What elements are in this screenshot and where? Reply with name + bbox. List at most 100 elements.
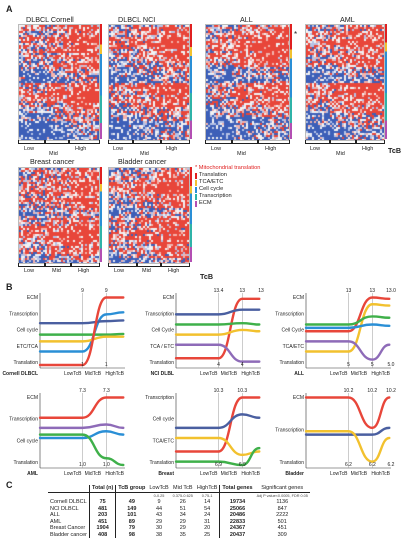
table-subheader <box>219 492 255 499</box>
series-line <box>174 413 261 430</box>
data-label: 6.2 <box>369 462 376 468</box>
table-cell: 49 <box>115 499 148 506</box>
group-bracket <box>44 140 70 144</box>
table-subheader: 0-0.25 <box>153 493 165 498</box>
legend-item: Cell cycle <box>195 186 260 193</box>
x-tick-label: HighTcB <box>371 471 390 475</box>
y-tick-label: Translation <box>279 460 304 466</box>
data-label: 13 <box>346 288 352 294</box>
data-label: 1 <box>105 362 108 368</box>
dataset-label: Cornell DLBCL <box>2 371 38 377</box>
legend-item: * Mitochondrial translation <box>195 165 260 172</box>
y-tick-label: ETC/TCA <box>17 344 39 350</box>
legend-label: Cell cycle <box>199 186 224 192</box>
heatmap-title: ALL <box>240 15 253 24</box>
heatmap-title: DLBCL NCI <box>118 15 156 24</box>
series-line <box>174 436 261 457</box>
data-label: 4 <box>217 362 220 368</box>
data-label: 13 <box>258 288 264 294</box>
tick-high: High <box>78 268 90 274</box>
table-cell: 29 <box>179 518 186 525</box>
table-cell: 309 <box>277 531 287 538</box>
group-bracket <box>257 140 290 144</box>
legend-swatch <box>195 179 197 186</box>
table-cell: 24367 <box>219 525 255 532</box>
x-tick-label: MidTcB <box>85 371 102 377</box>
table-cell: 25066 <box>219 505 255 512</box>
table-cell: 24 <box>204 512 211 518</box>
heatmap-title: AML <box>340 15 355 24</box>
table-cell: 31 <box>204 518 211 525</box>
table-cell: AML <box>50 518 62 525</box>
tick-low: Low <box>114 268 125 274</box>
tick-high: High <box>168 268 180 274</box>
dataset-label: ALL <box>294 371 304 377</box>
trend-chart: ECM Transcription Cell Cycle TCA/ETC Transla… <box>275 288 396 377</box>
y-tick-label: TCA/ETC <box>283 344 305 350</box>
trend-chart: ECM Transcription Cell Cycle TCA / ETC Trans… <box>145 288 264 377</box>
group-bracket <box>305 140 331 144</box>
y-tick-label: Cell Cycle <box>151 328 174 334</box>
category-sidebar <box>290 24 292 139</box>
x-tick-label: LowTcB <box>64 471 82 475</box>
group-bracket <box>136 263 162 267</box>
series-line <box>174 396 261 453</box>
legend-label: * Mitochondrial translation <box>195 165 261 171</box>
data-label: 6.2 <box>345 462 352 468</box>
y-tick-label: TCA/ETC <box>153 438 175 444</box>
table-cell: 98 <box>115 531 148 538</box>
data-label: 10.2 <box>386 388 396 394</box>
table-header: HighTcB <box>194 485 220 493</box>
data-label: 1 <box>81 362 84 368</box>
tcb-label: TcB <box>388 146 402 155</box>
table-cell: 79 <box>115 525 148 532</box>
table-cell: 20437 <box>219 531 255 538</box>
table-cell: 1904 <box>88 525 116 532</box>
trend-line-charts: ECM Transcription Cell cycle ETC/TCA Transla… <box>2 288 396 475</box>
group-bracket <box>160 140 190 144</box>
table-cell: 34 <box>179 512 186 518</box>
x-tick-label: LowTcB <box>200 371 218 377</box>
table-cell: Cornell DLBCL <box>50 499 87 505</box>
legend-label: Translation <box>199 172 227 178</box>
series-line <box>38 423 125 430</box>
data-label: 7.3 <box>103 388 110 394</box>
table-cell: 51 <box>179 505 186 512</box>
y-tick-label: ECM <box>293 395 304 401</box>
table-header: LowTcB <box>147 485 171 493</box>
tick-mid: Mid <box>237 151 246 157</box>
x-tick-label: MidTcB <box>221 371 238 377</box>
table-body: Cornell DLBCL 75 49 9 26 14 19734 1136 NCI DLBCL… <box>48 499 310 538</box>
group-bracket <box>18 140 46 144</box>
table-cell: 501 <box>277 518 287 525</box>
data-label: 7.3 <box>79 388 86 394</box>
series-line <box>304 303 391 353</box>
table-subheader-row: 0-0.25 0.375-0.625 0.75-1 Adj P value<0.… <box>48 492 310 499</box>
y-tick-label: Transcription <box>145 311 174 317</box>
series-line <box>38 332 125 336</box>
x-tick-label: MidTcB <box>351 471 368 475</box>
table-header-row: Total (n) TcB group LowTcB Mid TcB HighT… <box>48 485 310 493</box>
table-header: TcB group <box>115 485 148 493</box>
data-label: 13 <box>370 288 376 294</box>
series-line <box>38 311 125 353</box>
series-line <box>38 319 125 325</box>
tick-mid: Mid <box>52 268 61 274</box>
data-label: 6.2 <box>388 462 395 468</box>
tick-mid: Mid <box>140 151 149 157</box>
table-cell: 1136 <box>276 499 289 505</box>
data-label: 9 <box>105 288 108 294</box>
tick-low: Low <box>211 146 222 152</box>
table-cell: 44 <box>155 505 163 512</box>
table-cell: 149 <box>115 505 148 512</box>
y-tick-label: Cell cycle <box>153 417 175 423</box>
table-cell: NCI DLBCL <box>50 505 79 512</box>
y-tick-label: Translation <box>149 360 174 366</box>
series-line <box>174 343 261 363</box>
series-line <box>174 297 261 360</box>
tick-mid: Mid <box>142 268 151 274</box>
data-label: 10.2 <box>344 388 354 394</box>
group-bracket <box>18 263 46 267</box>
heatmap-all <box>205 24 290 141</box>
x-tick-label: HighTcB <box>241 371 260 377</box>
